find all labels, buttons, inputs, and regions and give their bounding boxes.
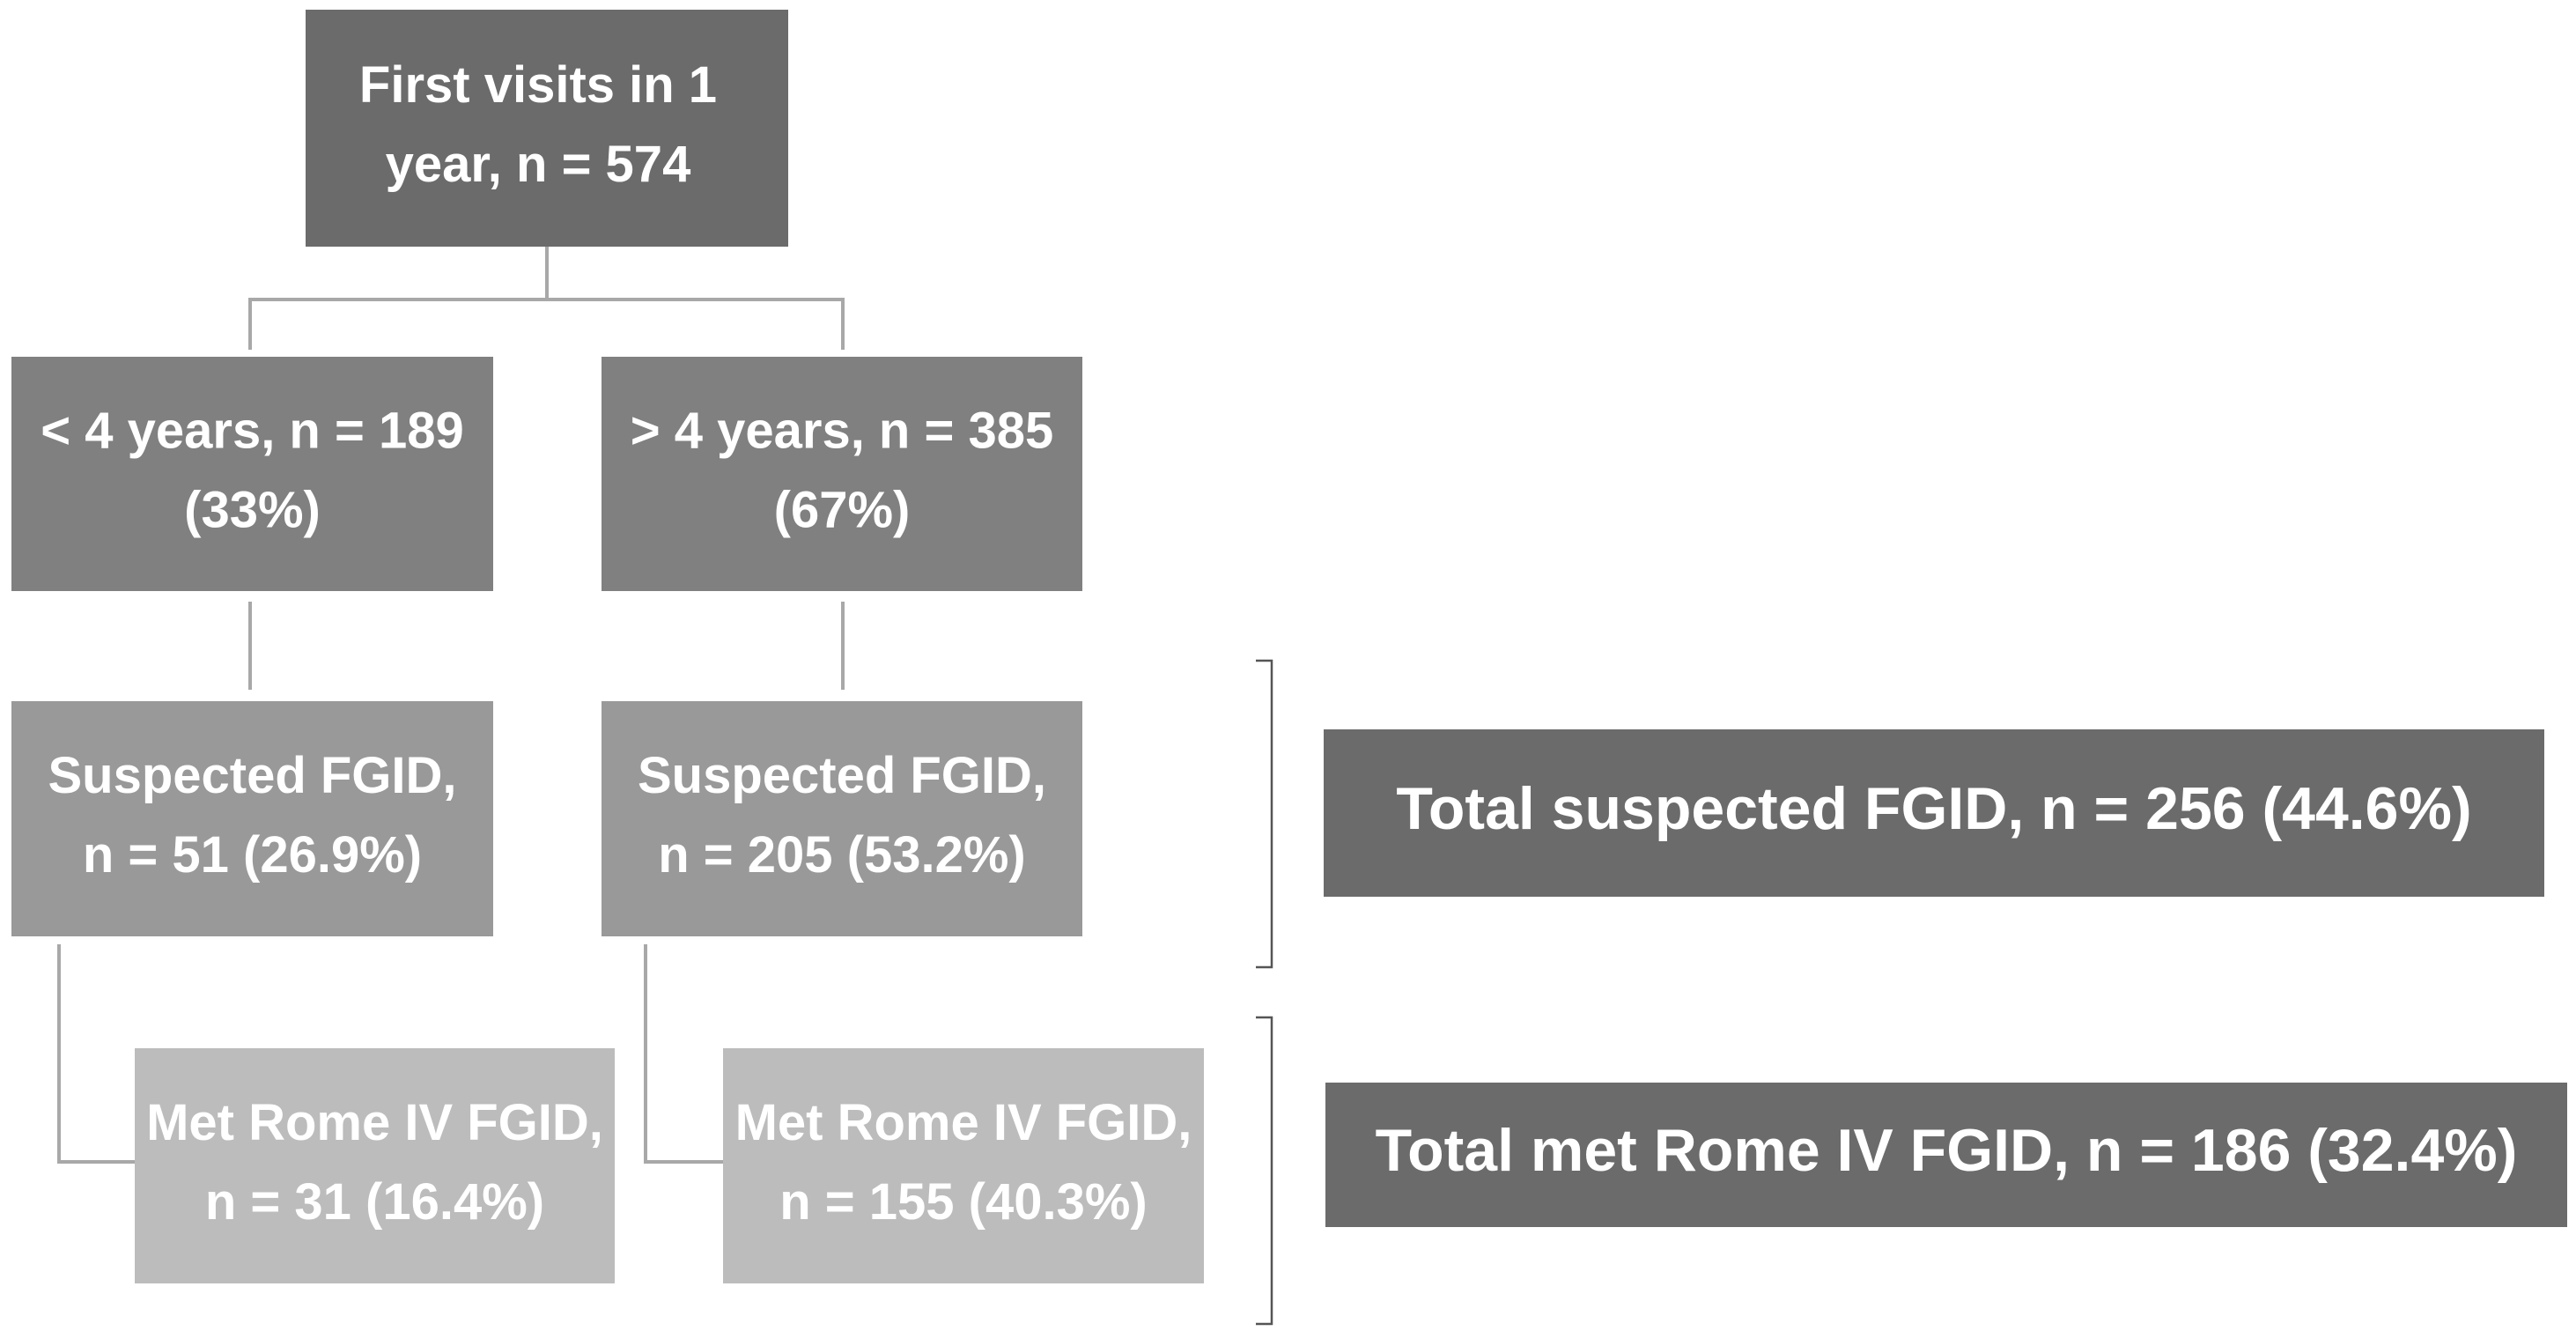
node-label: > 4 years, n = 385: [631, 402, 1053, 459]
total-box: [1324, 729, 2544, 897]
node-label: n = 205 (53.2%): [658, 826, 1026, 884]
bracket: [1256, 659, 1273, 969]
node-label: n = 155 (40.3%): [779, 1173, 1148, 1231]
node-label: Met Rome IV FGID,: [146, 1094, 603, 1151]
node-label: < 4 years, n = 189: [41, 402, 463, 459]
node-label: n = 51 (26.9%): [83, 826, 422, 884]
node-label: Met Rome IV FGID,: [735, 1094, 1192, 1151]
node-box: [602, 701, 1082, 936]
node-box: [723, 1048, 1204, 1283]
total-label: Total suspected FGID, n = 256 (44.6%): [1396, 775, 2471, 842]
node-label: year, n = 574: [386, 136, 691, 193]
node-box: [11, 357, 493, 591]
node-label: First visits in 1: [359, 56, 717, 114]
node-label: (33%): [184, 481, 321, 538]
node-box: [602, 357, 1082, 591]
connector: [248, 602, 845, 690]
total-box: [1325, 1083, 2567, 1227]
node-label: (67%): [774, 481, 911, 538]
bracket: [1256, 1016, 1273, 1326]
total-label: Total met Rome IV FGID, n = 186 (32.4%): [1376, 1117, 2518, 1184]
node-label: Suspected FGID,: [48, 747, 456, 804]
node-box: [306, 10, 788, 247]
connector: [248, 247, 845, 350]
node-label: n = 31 (16.4%): [205, 1173, 544, 1231]
node-box: [11, 701, 493, 936]
node-label: Suspected FGID,: [638, 747, 1046, 804]
node-box: [135, 1048, 615, 1283]
connector: [57, 944, 723, 1164]
